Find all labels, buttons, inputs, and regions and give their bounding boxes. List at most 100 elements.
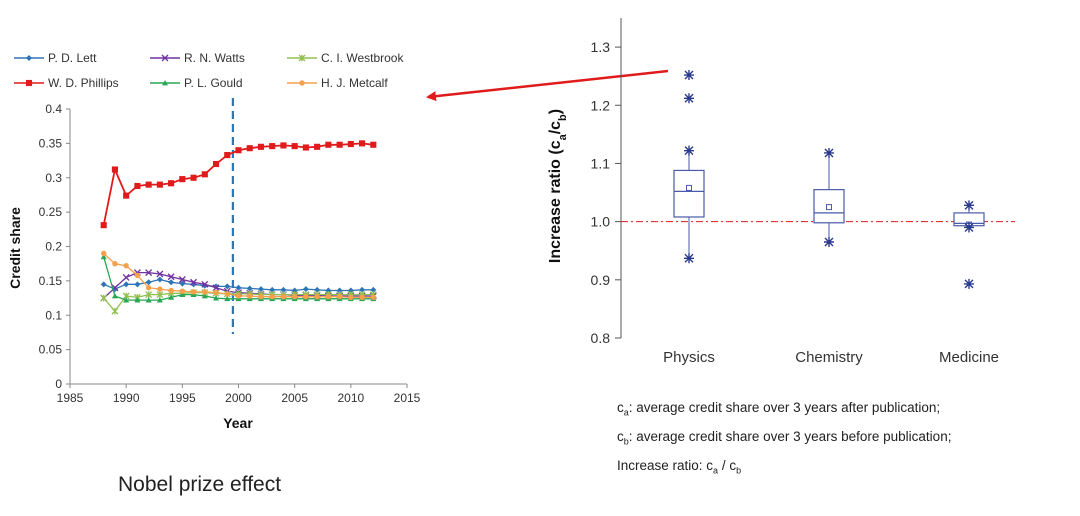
def-cb-sym: c <box>617 429 624 445</box>
series-phillips <box>100 140 377 229</box>
data-point <box>247 293 253 299</box>
legend-label: P. D. Lett <box>48 51 97 65</box>
legend-label: W. D. Phillips <box>48 76 119 90</box>
figure-caption: Nobel prize effect <box>118 473 282 496</box>
data-point <box>168 294 175 300</box>
x-tick-label: Medicine <box>939 349 999 366</box>
data-point <box>291 293 298 300</box>
data-point <box>100 294 108 302</box>
legend-swatch-marker <box>298 54 306 62</box>
y-tick-label: 0.8 <box>591 330 611 346</box>
data-point <box>348 294 354 301</box>
def-ratio-sub-a: a <box>713 466 719 477</box>
legend-item-westbrook: C. I. Westbrook <box>287 51 404 65</box>
data-point <box>168 287 174 294</box>
outlier-marker <box>964 278 974 289</box>
data-point <box>111 307 119 315</box>
y-axis-title: Credit share <box>7 207 23 289</box>
data-point <box>235 293 242 299</box>
data-point <box>145 297 152 303</box>
interquartile-box <box>673 169 705 218</box>
data-point <box>156 291 164 299</box>
x-tick-label: 2010 <box>337 391 364 405</box>
data-point <box>134 297 141 303</box>
data-point <box>168 180 175 187</box>
legend-swatch-marker <box>299 80 305 86</box>
data-point <box>145 285 152 291</box>
x-tick-label: Chemistry <box>795 349 863 366</box>
data-point <box>347 141 354 148</box>
data-point <box>257 286 264 293</box>
data-point <box>123 297 130 303</box>
series-layer <box>100 140 377 315</box>
mean-marker <box>826 204 832 211</box>
data-point <box>235 284 242 291</box>
box-chemistry <box>813 147 845 247</box>
data-point <box>258 293 264 300</box>
y-tick-label: 0.05 <box>39 343 63 357</box>
y-axis: 0.8 0.9 1.0 1.1 1.2 1.3 <box>591 18 622 346</box>
pointer-arrow <box>426 69 669 102</box>
y-tick-label: 0.4 <box>45 102 62 116</box>
x-tick-label: Physics <box>663 349 715 366</box>
data-point <box>145 181 152 188</box>
data-point <box>302 144 309 151</box>
data-point <box>359 286 366 293</box>
data-point <box>257 143 265 150</box>
data-point <box>336 141 343 148</box>
legend-swatch-marker <box>25 79 33 87</box>
data-point <box>179 280 186 287</box>
y-axis: 0 0.05 0.1 0.15 0.2 0.25 0.3 0.35 0.4 <box>39 102 70 391</box>
data-point <box>336 293 343 300</box>
data-point <box>325 287 332 294</box>
legend: P. D. Lett R. N. Watts C. I. Westbrook W. D… <box>14 51 404 90</box>
y-tick-label: 0.9 <box>591 272 611 288</box>
data-point <box>224 291 230 297</box>
data-point <box>123 192 130 199</box>
data-point <box>370 141 377 148</box>
x-tick-label: 1990 <box>113 391 140 405</box>
def-cb-sub: b <box>623 436 629 447</box>
def-ratio-sub-b: b <box>736 466 742 477</box>
legend-swatch-marker <box>26 55 32 61</box>
legend-swatch-marker <box>161 54 169 62</box>
box-physics <box>673 70 705 264</box>
plot-area <box>69 98 407 385</box>
data-point <box>280 293 287 300</box>
data-point <box>212 284 220 292</box>
data-point <box>111 293 118 299</box>
boxes-layer <box>621 70 1015 289</box>
legend-item-watts: R. N. Watts <box>150 51 245 65</box>
data-point <box>100 222 107 229</box>
y-tick-label: 0.25 <box>39 205 63 219</box>
definition-ratio: Increase ratio: ca / cb <box>617 454 951 483</box>
data-point <box>213 289 219 296</box>
data-point <box>190 174 197 181</box>
outlier-marker <box>684 70 694 81</box>
x-tick-label: 1985 <box>57 391 84 405</box>
data-point <box>314 286 321 293</box>
data-point <box>201 171 208 178</box>
data-point <box>145 269 153 277</box>
increase-ratio-boxplot: 0.8 0.9 1.0 1.1 1.2 1.3 Physics Chemistry Medic… <box>547 18 1015 366</box>
data-point <box>101 250 107 257</box>
data-point <box>235 147 242 154</box>
data-point <box>123 263 129 269</box>
data-point <box>201 280 209 288</box>
data-point <box>156 276 163 283</box>
data-point <box>269 286 276 293</box>
data-point <box>291 287 298 294</box>
legend-label: H. J. Metcalf <box>321 76 388 90</box>
data-point <box>156 297 163 303</box>
data-point <box>325 293 332 300</box>
legend-item-phillips: W. D. Phillips <box>14 76 119 90</box>
data-point <box>190 289 197 295</box>
data-point <box>325 141 332 148</box>
y-tick-label: 1.2 <box>591 97 611 113</box>
legend-label: P. L. Gould <box>184 76 243 90</box>
y-axis-title-sub-b: b <box>557 114 569 121</box>
y-tick-label: 0.1 <box>45 308 62 322</box>
data-point <box>156 270 164 278</box>
data-point <box>269 293 275 300</box>
